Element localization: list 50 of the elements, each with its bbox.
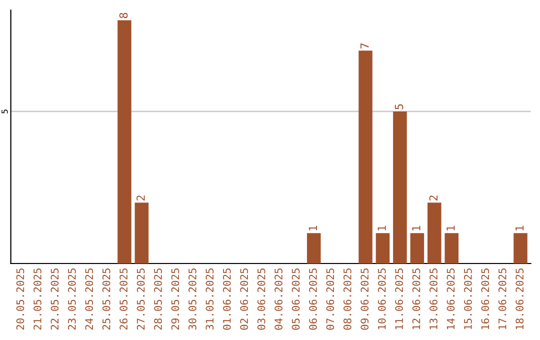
x-tick-label: 30.05.2025	[188, 268, 196, 330]
bar	[393, 111, 407, 264]
x-tick-label: 06.06.2025	[309, 268, 317, 330]
x-tick-label: 27.05.2025	[136, 268, 145, 330]
bar	[410, 233, 424, 264]
data-label: 8	[119, 12, 128, 18]
data-label: 1	[412, 226, 420, 230]
bar	[444, 233, 458, 264]
x-tick-label: 04.06.2025	[274, 268, 282, 330]
x-tick-label: 24.05.2025	[85, 268, 94, 330]
bar	[306, 233, 321, 264]
data-label: 1	[308, 226, 317, 230]
x-tick-label: 09.06.2025	[360, 268, 369, 330]
x-tick-label: 08.06.2025	[343, 268, 352, 330]
x-tick-label: 01.06.2025	[222, 268, 231, 330]
x-tick-label: 14.06.2025	[446, 268, 455, 330]
x-tick-label: 07.06.2025	[326, 268, 334, 330]
bar	[428, 202, 442, 264]
x-tick-label: 10.06.2025	[378, 268, 386, 330]
x-tick-label: 02.06.2025	[240, 268, 248, 330]
bar	[118, 20, 132, 264]
data-label: 2	[429, 196, 438, 200]
data-label: 5	[394, 104, 404, 110]
data-label: 7	[360, 43, 369, 48]
data-label: 1	[378, 226, 386, 230]
x-tick-label: 16.06.2025	[481, 268, 490, 330]
x-tick-label: 22.05.2025	[50, 268, 59, 330]
x-tick-label: 29.05.2025	[171, 268, 180, 330]
bar	[376, 233, 390, 264]
x-tick-label: 26.05.2025	[120, 268, 128, 330]
x-tick-label: 20.05.2025	[16, 268, 24, 330]
x-tick-label: 15.06.2025	[464, 268, 472, 330]
data-label: 1	[515, 226, 524, 230]
x-tick-label: 17.06.2025	[498, 268, 506, 330]
x-tick-label: 05.06.2025	[292, 268, 300, 330]
x-tick-label: 12.06.2025	[412, 268, 420, 330]
x-tick-label: 31.05.2025	[206, 268, 214, 330]
x-tick-label: 11.06.2025	[395, 268, 404, 330]
x-tick-label: 21.05.2025	[34, 268, 42, 330]
bar	[358, 50, 372, 264]
bar	[514, 233, 528, 264]
x-tick-label: 13.06.2025	[430, 268, 438, 330]
x-tick-label: 23.05.2025	[68, 268, 76, 330]
x-tick-label: 25.05.2025	[102, 268, 110, 330]
data-label: 2	[136, 196, 145, 200]
x-tick-label: 28.05.2025	[154, 268, 162, 330]
x-tick-label: 18.06.2025	[516, 268, 524, 330]
data-label: 1	[446, 226, 455, 230]
x-tick-label: 03.06.2025	[257, 268, 266, 330]
bar	[134, 202, 149, 264]
